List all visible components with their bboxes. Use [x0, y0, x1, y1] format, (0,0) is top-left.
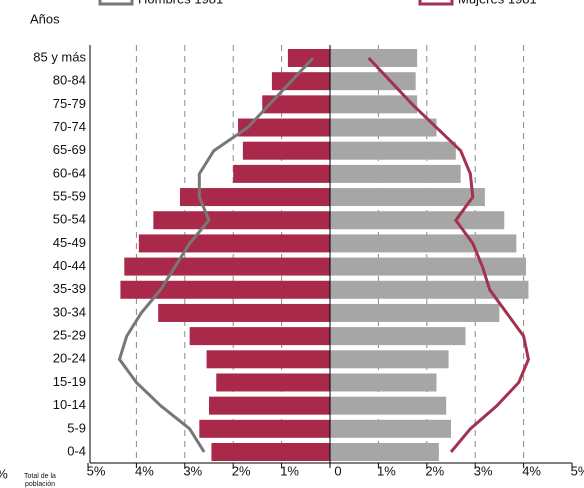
- bar: [120, 280, 330, 299]
- y-tick-label: 35-39: [53, 281, 86, 296]
- bar: [330, 419, 451, 438]
- x-tick-label: 3%: [474, 463, 493, 478]
- bar: [242, 141, 330, 160]
- y-tick-label: 85 y más: [33, 49, 86, 64]
- bar: [330, 188, 485, 207]
- line-series: [367, 56, 531, 453]
- bar: [330, 49, 418, 67]
- bar: [199, 419, 330, 438]
- bar: [138, 234, 330, 253]
- bar: [330, 396, 447, 415]
- bar: [216, 373, 330, 392]
- legend-swatch: [98, 0, 134, 6]
- x-tick-label: 5%: [87, 463, 106, 478]
- bar: [330, 327, 466, 346]
- bar: [124, 257, 330, 276]
- y-tick-label: 20-24: [53, 351, 86, 366]
- bar: [238, 118, 330, 137]
- bar: [233, 164, 330, 183]
- y-tick-label: 0-4: [67, 443, 86, 458]
- y-tick-label: 65-69: [53, 142, 86, 157]
- x-tick-label: 0: [334, 463, 341, 478]
- y-tick-label: 25-29: [53, 328, 86, 343]
- x-tick-label: 4%: [135, 463, 154, 478]
- bar: [330, 234, 517, 253]
- x-tick-label: 4%: [522, 463, 541, 478]
- bar: [209, 396, 330, 415]
- y-tick-label: 55-59: [53, 188, 86, 203]
- y-tick-label: 40-44: [53, 258, 86, 273]
- bar: [158, 303, 330, 322]
- bar: [330, 373, 437, 392]
- y-tick-label: 70-74: [53, 119, 86, 134]
- x-axis-label: Total de la población: [24, 473, 56, 488]
- x-tick-label: 3%: [183, 463, 202, 478]
- x-tick-label: 1%: [280, 463, 299, 478]
- bar: [330, 118, 437, 137]
- y-tick-label: 80-84: [53, 73, 86, 88]
- bar: [211, 443, 330, 461]
- bar: [330, 257, 527, 276]
- legend-label: Mujeres 1981: [458, 0, 537, 6]
- axis-fragment: %: [0, 466, 8, 481]
- bar: [330, 72, 416, 91]
- x-tick-label: 2%: [232, 463, 251, 478]
- x-tick-label: 1%: [377, 463, 396, 478]
- bar: [287, 49, 330, 67]
- bar: [189, 327, 330, 346]
- bar: [271, 72, 330, 91]
- y-tick-label: 30-34: [53, 304, 86, 319]
- x-tick-label: 5%: [571, 463, 584, 478]
- bar: [330, 280, 529, 299]
- bar: [330, 350, 449, 369]
- bar: [330, 95, 418, 114]
- y-tick-label: 50-54: [53, 212, 86, 227]
- y-tick-label: 45-49: [53, 235, 86, 250]
- bar: [179, 188, 330, 207]
- x-tick-label: 2%: [425, 463, 444, 478]
- bar: [330, 164, 461, 183]
- y-tick-label: 5-9: [67, 420, 86, 435]
- legend-swatch: [418, 0, 454, 6]
- bar: [330, 141, 456, 160]
- bar: [262, 95, 330, 114]
- line-series: [117, 56, 315, 453]
- y-tick-label: 75-79: [53, 96, 86, 111]
- bar: [330, 211, 505, 230]
- legend-label: Hombres 1981: [138, 0, 223, 6]
- y-tick-label: 60-64: [53, 165, 86, 180]
- y-tick-label: 15-19: [53, 374, 86, 389]
- y-tick-label: 10-14: [53, 397, 86, 412]
- y-axis-label: Años: [30, 11, 60, 26]
- bar: [330, 303, 500, 322]
- bar: [330, 443, 439, 461]
- bar: [153, 211, 330, 230]
- bar: [206, 350, 330, 369]
